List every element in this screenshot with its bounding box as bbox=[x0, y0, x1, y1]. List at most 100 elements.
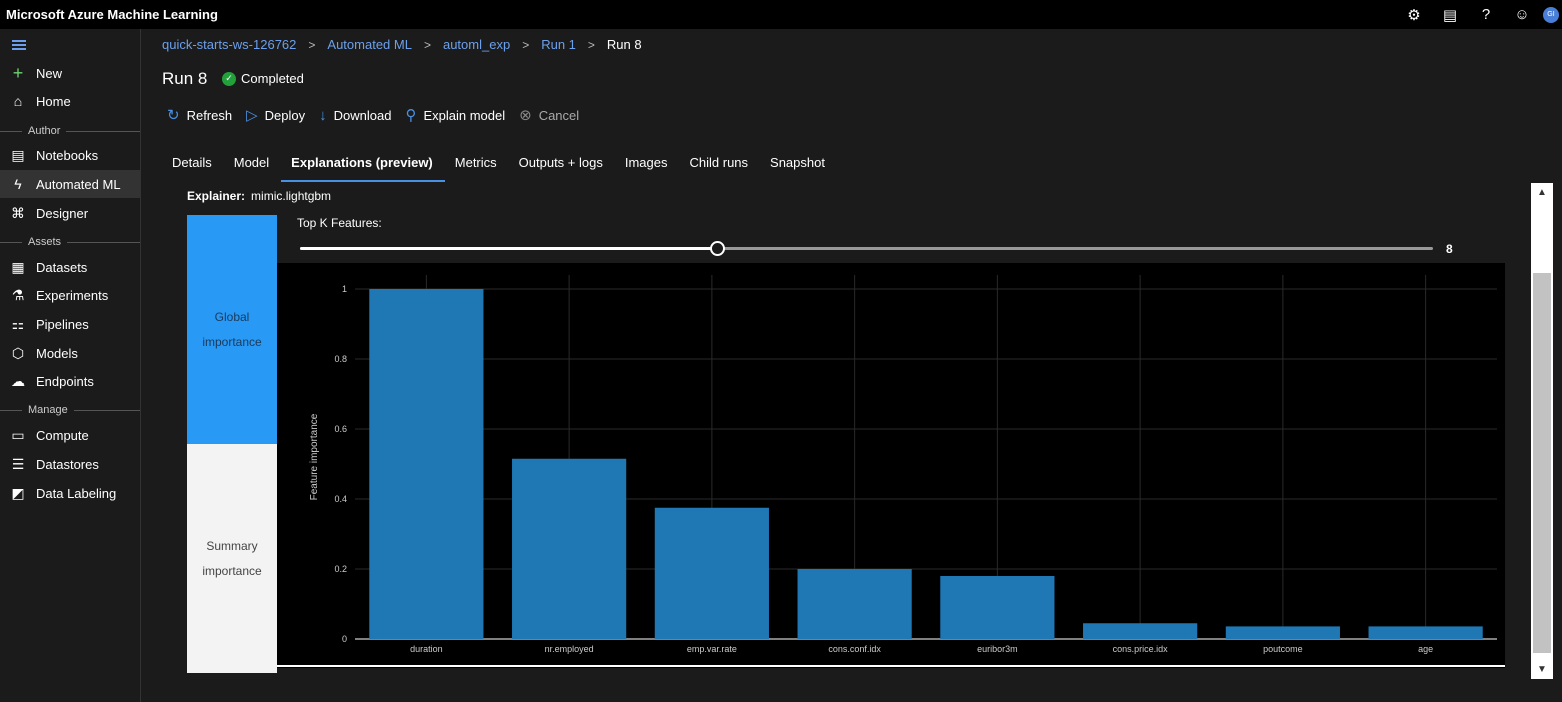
automl-icon: ϟ bbox=[14, 176, 22, 192]
help-icon[interactable]: ? bbox=[1481, 6, 1491, 23]
status-text: Completed bbox=[241, 71, 304, 86]
monitor-icon: ▭ bbox=[11, 426, 25, 443]
breadcrumb-workspace-link[interactable]: quick-starts-ws-126762 bbox=[162, 37, 297, 52]
sidebar-item-data-labeling[interactable]: ◩ Data Labeling bbox=[0, 479, 140, 507]
breadcrumb-experiment-link[interactable]: automl_exp bbox=[442, 37, 511, 52]
avatar: GI bbox=[1543, 6, 1559, 23]
sidebar-item-label: Experiments bbox=[36, 287, 109, 303]
new-button[interactable]: + New bbox=[0, 59, 140, 87]
sidebar-item-label: Data Labeling bbox=[36, 485, 117, 501]
tab-snapshot[interactable]: Snapshot bbox=[770, 155, 825, 170]
sidebar-item-pipelines[interactable]: ⚏ Pipelines bbox=[0, 310, 140, 338]
tab-images[interactable]: Images bbox=[624, 155, 668, 170]
explain-model-button[interactable]: ⚲ Explain model bbox=[405, 107, 506, 124]
bar-age bbox=[1368, 626, 1483, 639]
slider-thumb[interactable] bbox=[709, 241, 725, 256]
top-icons: ⚙ ▤ ? ☺ GI bbox=[1396, 0, 1562, 29]
divider bbox=[277, 665, 1505, 667]
tab-outputs-logs[interactable]: Outputs + logs bbox=[518, 155, 603, 170]
sidebar: + New ⌂ Home Author ▤ Notebooks ϟ Automa… bbox=[0, 29, 141, 702]
scroll-down-icon[interactable]: ▼ bbox=[1537, 664, 1547, 675]
sidebar-item-label: Datasets bbox=[36, 259, 88, 275]
feedback-icon[interactable]: ▤ bbox=[1442, 6, 1458, 24]
sidebar-item-label: Datastores bbox=[36, 456, 99, 472]
download-icon: ↓ bbox=[319, 106, 327, 124]
sidebar-item-models[interactable]: ⬡ Models bbox=[0, 339, 140, 367]
sidebar-item-home[interactable]: ⌂ Home bbox=[0, 87, 140, 115]
notebook-icon: ▤ bbox=[11, 146, 25, 163]
sidebar-item-notebooks[interactable]: ▤ Notebooks bbox=[0, 141, 140, 169]
scrollbar-thumb[interactable] bbox=[1533, 273, 1551, 653]
sidebar-item-designer[interactable]: ⌘ Designer bbox=[0, 199, 140, 227]
tab-child-runs[interactable]: Child runs bbox=[689, 155, 749, 170]
sidebar-item-label: Models bbox=[36, 345, 78, 361]
bar-nr-employed bbox=[512, 458, 627, 639]
deploy-button[interactable]: ▷ Deploy bbox=[246, 107, 306, 124]
bar-poutcome bbox=[1225, 626, 1340, 639]
tab-explanations[interactable]: Explanations (preview) bbox=[281, 150, 445, 182]
topk-slider[interactable] bbox=[300, 241, 1433, 257]
refresh-icon: ↻ bbox=[167, 107, 180, 124]
sidebar-item-label: Endpoints bbox=[36, 373, 94, 389]
section-label-author: Author bbox=[0, 124, 140, 138]
sidebar-item-endpoints[interactable]: ☁ Endpoints bbox=[0, 367, 140, 395]
slider-track bbox=[300, 247, 1433, 250]
tab-bar: Details Model Explanations (preview) Met… bbox=[162, 150, 837, 182]
bar-emp-var-rate bbox=[654, 507, 769, 639]
chevron-right-icon: > bbox=[308, 37, 316, 52]
page-title: Run 8 bbox=[162, 69, 208, 88]
chevron-right-icon: > bbox=[423, 37, 431, 52]
hamburger-menu-icon[interactable] bbox=[12, 40, 26, 50]
sidebar-item-automated-ml[interactable]: ϟ Automated ML bbox=[0, 170, 140, 198]
tab-model[interactable]: Model bbox=[233, 155, 270, 170]
sidebar-item-compute[interactable]: ▭ Compute bbox=[0, 421, 140, 449]
download-button[interactable]: ↓ Download bbox=[319, 106, 392, 124]
sidebar-item-label: Home bbox=[36, 93, 71, 109]
sidebar-item-datastores[interactable]: ☰ Datastores bbox=[0, 450, 140, 478]
x-tick-label: nr.employed bbox=[545, 644, 594, 654]
feature-importance-chart: 0 0.2 0.4 0.6 0.8 1 duration nr.employed emp.var… bbox=[277, 263, 1505, 668]
cancel-circle-icon: ⊗ bbox=[519, 107, 532, 124]
y-axis-label: Feature importance bbox=[309, 413, 320, 500]
global-importance-tab[interactable]: Global importance bbox=[187, 215, 277, 444]
x-tick-label: euribor3m bbox=[977, 644, 1018, 654]
search-icon: ⚲ bbox=[405, 107, 417, 124]
section-label-manage: Manage bbox=[0, 403, 140, 417]
explainer-label: Explainer: bbox=[187, 189, 246, 203]
datasets-icon: ▦ bbox=[11, 258, 25, 275]
breadcrumb-run-link[interactable]: Run 1 bbox=[541, 37, 576, 52]
sidebar-item-label: Automated ML bbox=[36, 176, 121, 192]
toolbar: ↻ Refresh ▷ Deploy ↓ Download ⚲ Explain … bbox=[167, 106, 593, 125]
vertical-scrollbar[interactable]: ▲ ▼ bbox=[1531, 183, 1553, 679]
smiley-icon[interactable]: ☺ bbox=[1514, 6, 1530, 23]
summary-importance-tab[interactable]: Summary importance bbox=[187, 444, 277, 673]
breadcrumb-automated-ml-link[interactable]: Automated ML bbox=[327, 37, 412, 52]
y-tick-label: 0.6 bbox=[334, 424, 347, 434]
breadcrumb-current: Run 8 bbox=[606, 37, 642, 52]
tab-details[interactable]: Details bbox=[172, 155, 212, 170]
database-icon: ☰ bbox=[11, 455, 25, 472]
refresh-button[interactable]: ↻ Refresh bbox=[167, 107, 233, 124]
tab-metrics[interactable]: Metrics bbox=[454, 155, 497, 170]
scroll-up-icon[interactable]: ▲ bbox=[1537, 187, 1547, 198]
section-label-assets: Assets bbox=[0, 235, 140, 249]
account-button[interactable]: GI bbox=[1540, 0, 1562, 29]
topk-value: 8 bbox=[1446, 242, 1453, 256]
sidebar-item-label: Notebooks bbox=[36, 147, 99, 163]
designer-icon: ⌘ bbox=[11, 204, 25, 221]
sidebar-item-datasets[interactable]: ▦ Datasets bbox=[0, 253, 140, 281]
y-tick-label: 0.8 bbox=[334, 354, 347, 364]
label-icon: ◩ bbox=[11, 484, 25, 501]
pipeline-icon: ⚏ bbox=[11, 315, 25, 332]
gear-icon[interactable]: ⚙ bbox=[1407, 6, 1421, 24]
cancel-button[interactable]: ⊗ Cancel bbox=[519, 107, 580, 124]
status-badge: ✓ Completed bbox=[222, 71, 304, 86]
sidebar-item-label: Pipelines bbox=[36, 316, 89, 332]
x-tick-label: age bbox=[1418, 644, 1433, 654]
x-tick-label: cons.price.idx bbox=[1113, 644, 1169, 654]
top-bar: Microsoft Azure Machine Learning ⚙ ▤ ? ☺… bbox=[0, 0, 1562, 29]
app-title: Microsoft Azure Machine Learning bbox=[6, 7, 218, 22]
bar-duration bbox=[369, 289, 484, 639]
sidebar-item-experiments[interactable]: ⚗ Experiments bbox=[0, 281, 140, 309]
bar-chart-svg: 0 0.2 0.4 0.6 0.8 1 duration nr.employed emp.var… bbox=[309, 275, 1497, 654]
